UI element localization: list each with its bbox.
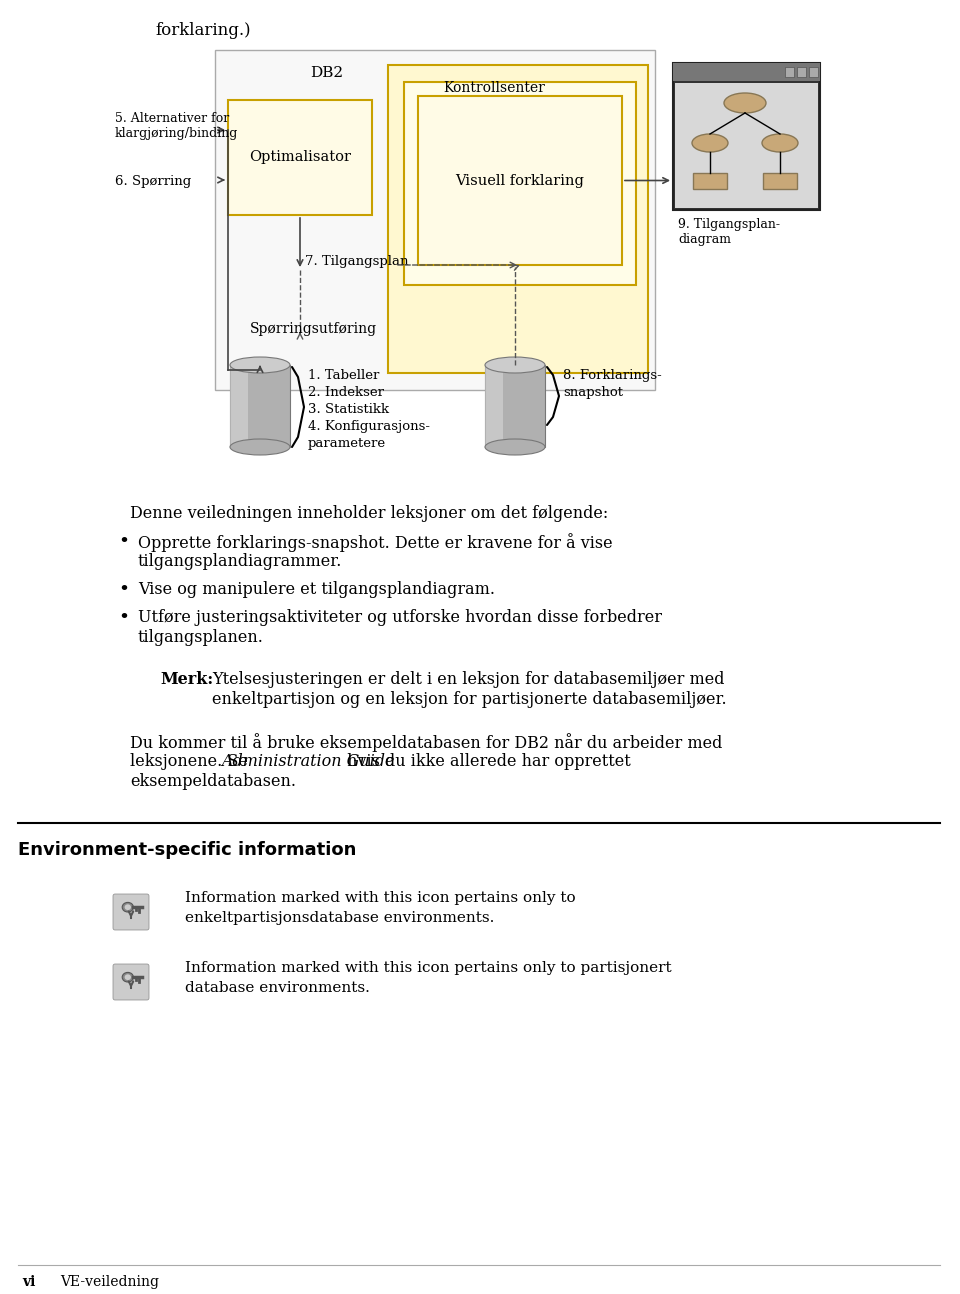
Text: Optimalisator: Optimalisator	[249, 150, 351, 164]
Text: •: •	[118, 609, 130, 628]
Text: Administration Guide: Administration Guide	[222, 753, 395, 770]
Text: Denne veiledningen inneholder leksjoner om det følgende:: Denne veiledningen inneholder leksjoner …	[130, 505, 609, 521]
Text: 7. Tilgangsplan: 7. Tilgangsplan	[305, 255, 409, 268]
Text: Information marked with this icon pertains only to partisjonert: Information marked with this icon pertai…	[185, 961, 672, 974]
FancyBboxPatch shape	[228, 100, 372, 215]
Text: Kontrollsenter: Kontrollsenter	[443, 82, 545, 94]
FancyBboxPatch shape	[485, 365, 503, 446]
Text: 6. Spørring: 6. Spørring	[115, 175, 191, 188]
FancyBboxPatch shape	[215, 50, 655, 389]
Text: 9. Tilgangsplan-
diagram: 9. Tilgangsplan- diagram	[678, 217, 780, 246]
Text: Information marked with this icon pertains only to: Information marked with this icon pertai…	[185, 892, 576, 905]
FancyBboxPatch shape	[230, 365, 248, 446]
Text: forklaring.): forklaring.)	[155, 22, 251, 39]
FancyBboxPatch shape	[673, 63, 820, 82]
FancyBboxPatch shape	[113, 894, 149, 930]
Ellipse shape	[230, 357, 290, 373]
Text: DB2: DB2	[310, 66, 343, 80]
Ellipse shape	[762, 135, 798, 151]
FancyBboxPatch shape	[418, 96, 622, 265]
Text: eksempeldatabasen.: eksempeldatabasen.	[130, 773, 296, 791]
FancyBboxPatch shape	[809, 67, 818, 78]
Text: 1. Tabeller
2. Indekser
3. Statistikk
4. Konfigurasjons-
parametere: 1. Tabeller 2. Indekser 3. Statistikk 4.…	[308, 369, 430, 450]
Text: •: •	[118, 533, 130, 551]
Text: leksjonene. Se: leksjonene. Se	[130, 753, 253, 770]
Ellipse shape	[724, 93, 766, 113]
Text: Spørringsutføring: Spørringsutføring	[250, 322, 377, 336]
Text: Visuell forklaring: Visuell forklaring	[456, 173, 585, 188]
FancyBboxPatch shape	[485, 365, 545, 446]
Text: 5. Alternativer for
klargjøring/binding: 5. Alternativer for klargjøring/binding	[115, 113, 238, 140]
Text: Opprette forklarings-snapshot. Dette er kravene for å vise: Opprette forklarings-snapshot. Dette er …	[138, 533, 612, 553]
Ellipse shape	[230, 439, 290, 455]
FancyBboxPatch shape	[230, 365, 290, 446]
Ellipse shape	[122, 902, 133, 912]
Text: Merk:: Merk:	[160, 672, 213, 688]
Text: vi: vi	[22, 1275, 36, 1289]
FancyBboxPatch shape	[404, 82, 636, 285]
FancyBboxPatch shape	[797, 67, 806, 78]
Ellipse shape	[125, 905, 131, 910]
Text: Vise og manipulere et tilgangsplandiagram.: Vise og manipulere et tilgangsplandiagra…	[138, 581, 495, 598]
FancyBboxPatch shape	[763, 173, 797, 189]
Text: tilgangsplandiagrammer.: tilgangsplandiagrammer.	[138, 553, 343, 569]
FancyBboxPatch shape	[113, 964, 149, 1000]
Text: Du kommer til å bruke eksempeldatabasen for DB2 når du arbeider med: Du kommer til å bruke eksempeldatabasen …	[130, 732, 722, 752]
Text: enkeltpartisjonsdatabase environments.: enkeltpartisjonsdatabase environments.	[185, 911, 494, 925]
FancyBboxPatch shape	[785, 67, 794, 78]
FancyBboxPatch shape	[673, 63, 820, 210]
Text: Utføre justeringsaktiviteter og utforske hvordan disse forbedrer: Utføre justeringsaktiviteter og utforske…	[138, 609, 662, 626]
FancyBboxPatch shape	[675, 83, 818, 208]
Text: •: •	[118, 581, 130, 599]
Ellipse shape	[692, 135, 728, 151]
FancyBboxPatch shape	[693, 173, 727, 189]
Text: enkeltpartisjon og en leksjon for partisjonerte databasemiljøer.: enkeltpartisjon og en leksjon for partis…	[212, 691, 727, 708]
Text: VE-veiledning: VE-veiledning	[60, 1275, 159, 1289]
Ellipse shape	[125, 974, 131, 980]
Text: 8. Forklarings-
snapshot: 8. Forklarings- snapshot	[563, 369, 661, 399]
Text: tilgangsplanen.: tilgangsplanen.	[138, 629, 264, 646]
Text: Ytelsesjusteringen er delt i en leksjon for databasemiljøer med: Ytelsesjusteringen er delt i en leksjon …	[212, 672, 725, 688]
Ellipse shape	[122, 972, 133, 982]
Text: Environment-specific information: Environment-specific information	[18, 841, 356, 859]
Text: hvis du ikke allerede har opprettet: hvis du ikke allerede har opprettet	[342, 753, 631, 770]
FancyBboxPatch shape	[388, 65, 648, 373]
Ellipse shape	[485, 439, 545, 455]
Ellipse shape	[485, 357, 545, 373]
Text: database environments.: database environments.	[185, 981, 370, 995]
